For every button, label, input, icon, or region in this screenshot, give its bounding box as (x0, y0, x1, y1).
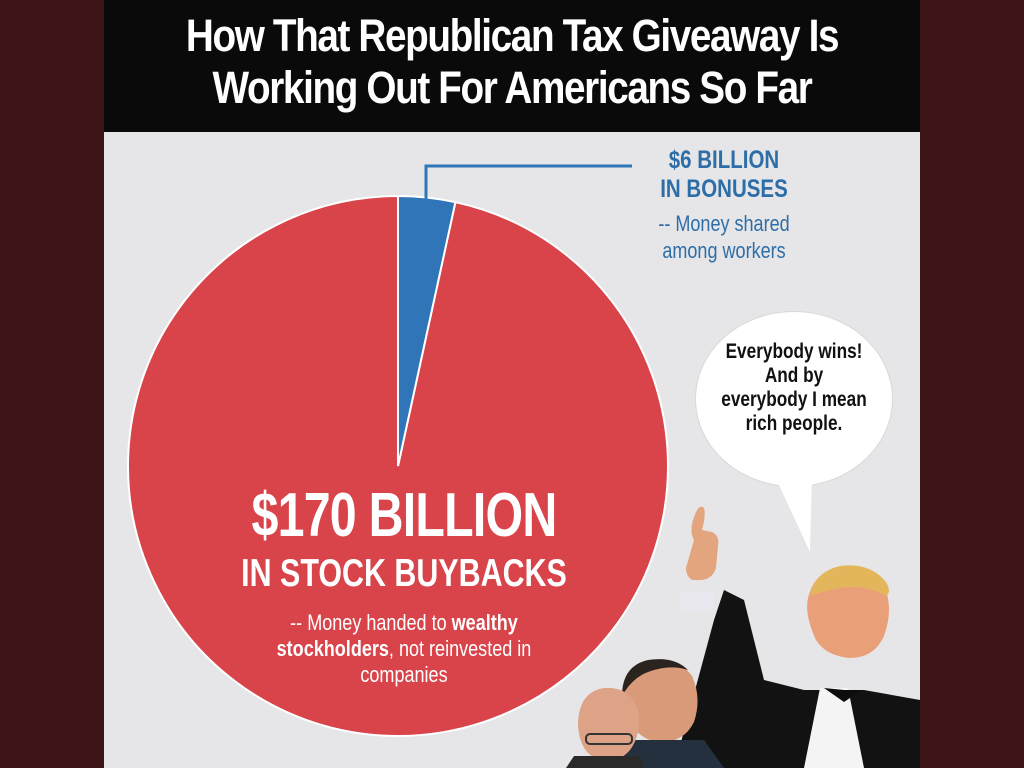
pie-chart (127, 164, 669, 737)
buybacks-note-emphasis-2: stockholders (276, 636, 389, 661)
thumbs-up-figure-icon (674, 506, 920, 768)
speech-bubble (696, 312, 892, 486)
buybacks-note-part: -- Money handed to (290, 610, 452, 635)
buybacks-value-label: $170 BILLION (251, 481, 557, 550)
bonuses-note: -- Money shared among workers (658, 211, 790, 263)
buybacks-note-emphasis: wealthy (451, 610, 518, 635)
title-bar: How That Republican Tax Giveaway Is Work… (104, 0, 920, 132)
bonuses-category-label: IN BONUSES (660, 175, 788, 203)
buybacks-note: -- Money handed to wealthy stockholders,… (232, 610, 576, 688)
bonuses-value-label: $6 BILLION IN BONUSES (660, 146, 788, 203)
headline-line-1: How That Republican Tax Giveaway Is (185, 10, 840, 61)
bonuses-leader-line (424, 164, 632, 205)
speech-bubble-tail (772, 470, 812, 552)
person-photo-icon (566, 687, 644, 768)
infographic-panel: How That Republican Tax Giveaway Is Work… (104, 0, 920, 768)
speech-bubble-text: Everybody wins! And by everybody I mean … (721, 340, 867, 435)
person-photo-icon (614, 659, 724, 768)
politicians-illustration (566, 506, 920, 768)
buybacks-category-label: IN STOCK BUYBACKS (241, 552, 567, 595)
buybacks-note-part-2: , not reinvested in companies (360, 636, 532, 687)
headline: How That Republican Tax Giveaway Is Work… (161, 10, 863, 114)
headline-line-2: Working Out For Americans So Far (212, 62, 813, 113)
